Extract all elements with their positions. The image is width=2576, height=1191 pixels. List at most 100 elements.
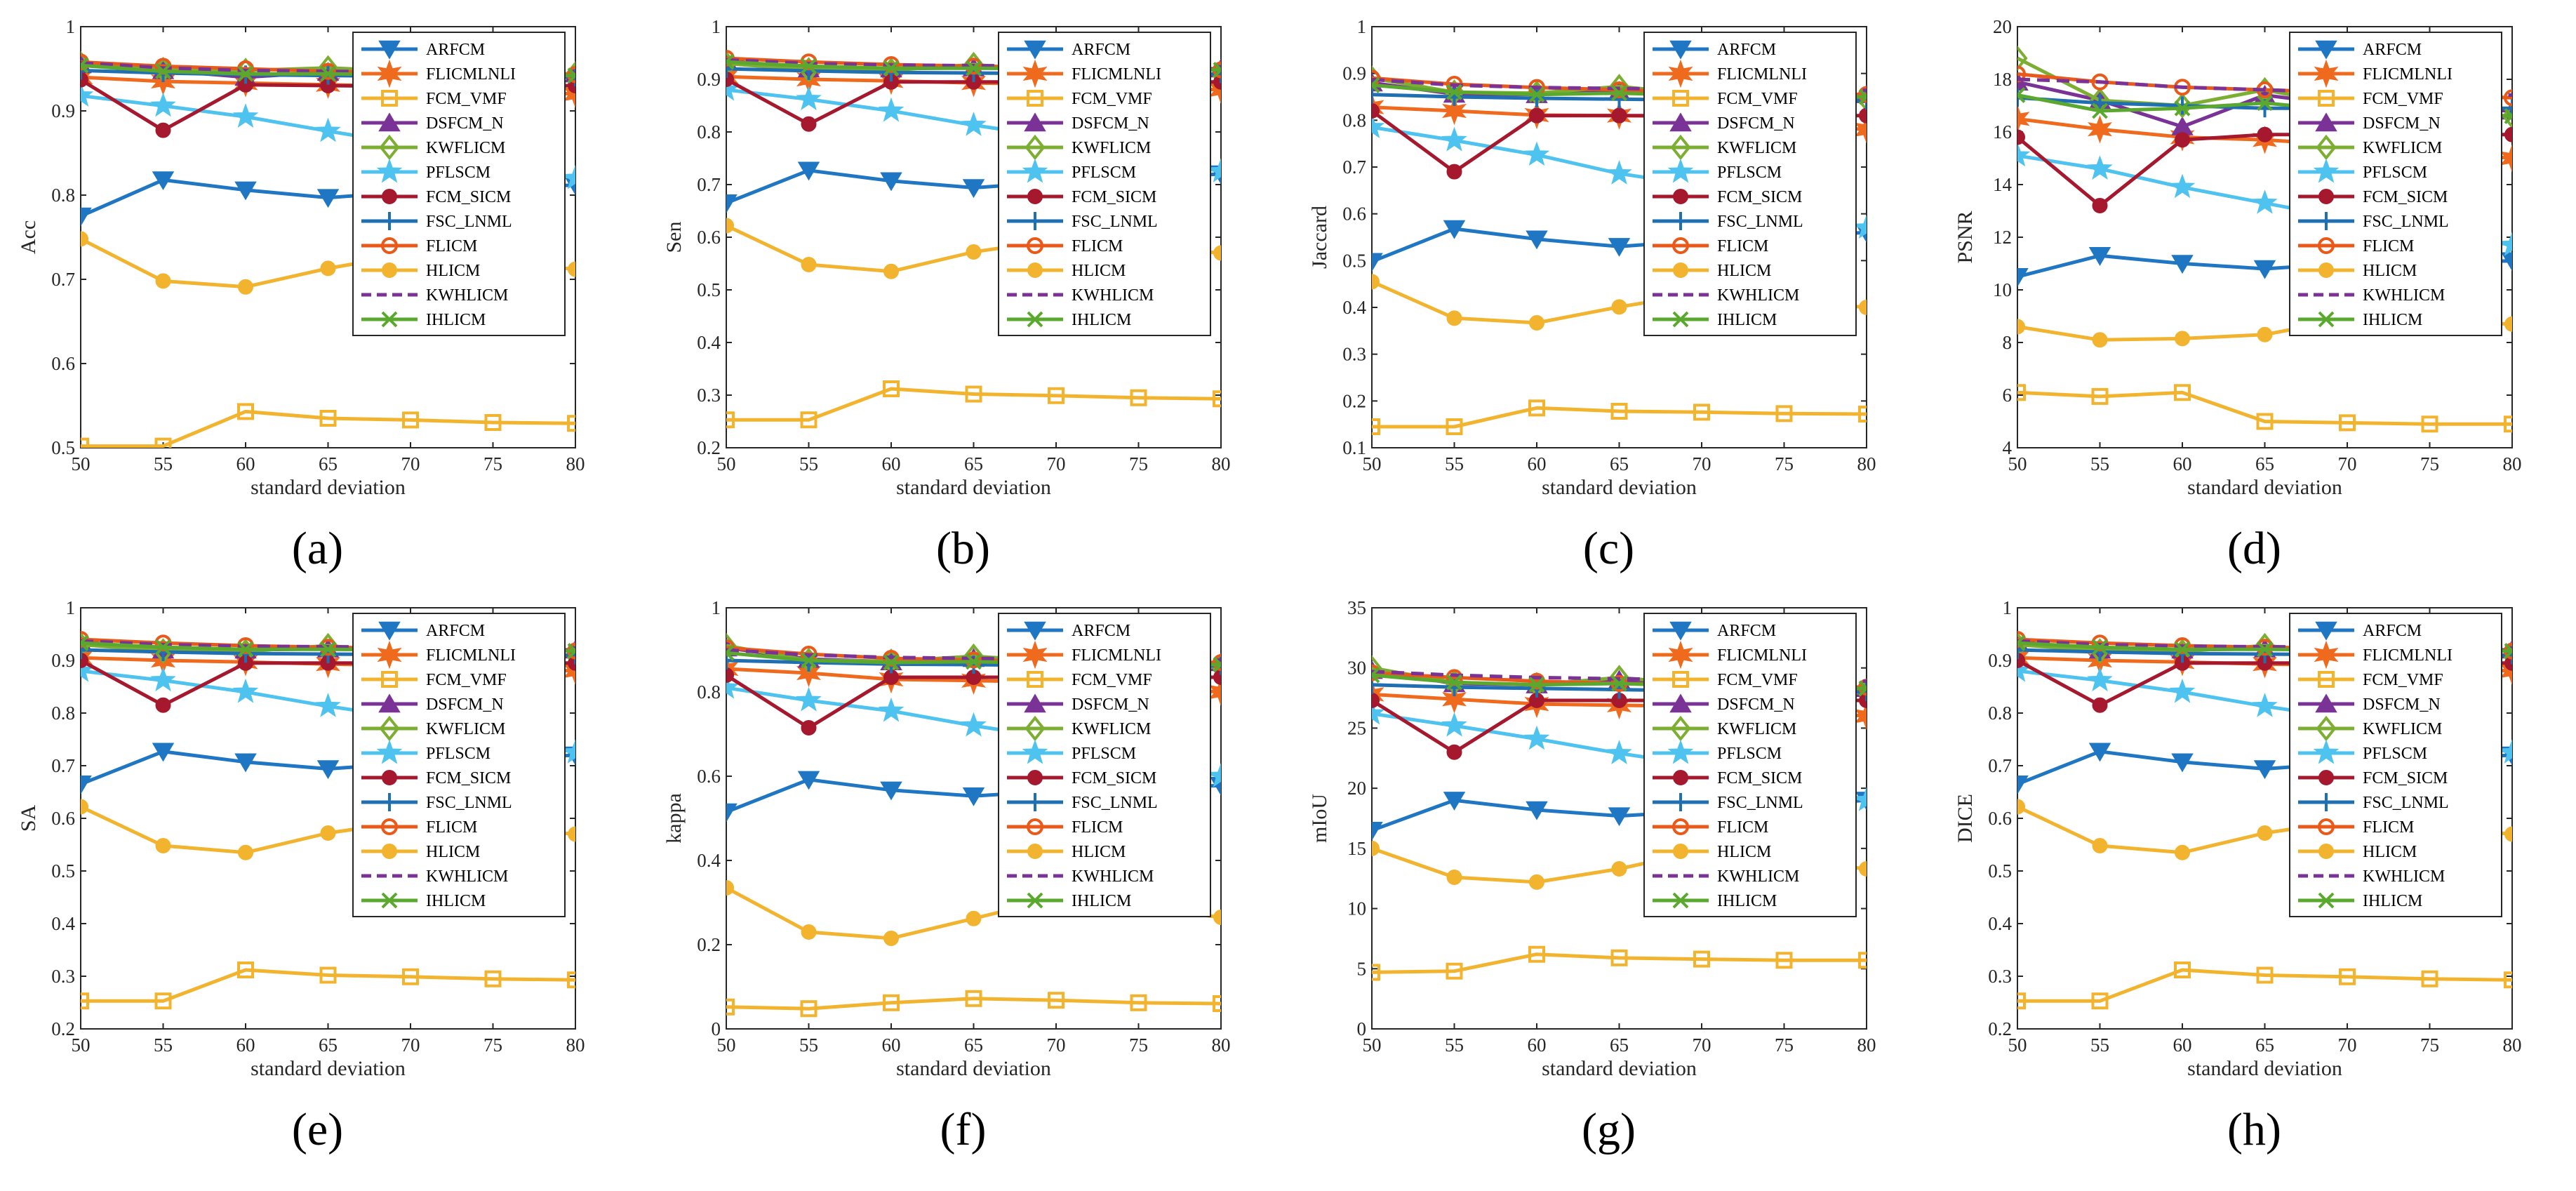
y-tick-label: 0.6 (51, 353, 75, 374)
series-fcm-vmf (81, 403, 575, 448)
data-point-arfcm (2253, 760, 2276, 780)
x-tick-label: 55 (799, 453, 818, 474)
data-point-arfcm (962, 179, 985, 199)
legend-item-arfcm: ARFCM (1653, 621, 1776, 641)
legend-label: KWFLICM (426, 720, 505, 738)
legend-item-kwhlicm: KWHLICM (361, 286, 508, 305)
legend-item-fcm-vmf: FCM_VMF (1007, 90, 1152, 108)
data-point-arfcm (962, 787, 985, 806)
legend-marker-flicmlnli (377, 640, 402, 670)
legend-label: FCM_VMF (2363, 90, 2443, 108)
data-point-pflscm (81, 657, 94, 682)
data-point-fcm-sicm (1529, 107, 1544, 124)
legend-item-dsfcm-n: DSFCM_N (361, 693, 504, 714)
data-point-kwflicm (2502, 103, 2512, 129)
data-point-fcm-vmf (1858, 952, 1867, 969)
legend-marker-pflscm (376, 158, 403, 183)
data-point-fcm-vmf (1693, 404, 1710, 421)
data-point-arfcm (1608, 807, 1631, 827)
legend-label: PFLSCM (426, 164, 490, 182)
legend-marker-ihlicm (1027, 311, 1043, 328)
data-point-ihlicm (320, 65, 336, 82)
data-point-pflscm (2017, 657, 2031, 682)
legend-label: PFLSCM (1072, 164, 1136, 182)
data-point-pflscm (562, 739, 575, 764)
legend-label: KWFLICM (1072, 720, 1151, 738)
legend-item-fsc-lnml: FSC_LNML (1653, 793, 1803, 812)
legend-item-dsfcm-n: DSFCM_N (2298, 112, 2441, 133)
legend-item-pflscm: PFLSCM (361, 158, 490, 183)
legend-label: FSC_LNML (1717, 213, 1803, 231)
data-point-hlicm (2504, 316, 2512, 332)
legend-marker-arfcm (1669, 40, 1692, 60)
data-point-fcm-sicm (1446, 164, 1462, 180)
y-tick-label: 1 (66, 597, 76, 618)
chart-panel: 0 5 10 15 20 25 30 35 50 55 60 65 70 75 80 standard dev… (1308, 597, 1876, 1155)
data-point-ihlicm (2017, 634, 2026, 651)
data-point-hlicm (883, 263, 899, 279)
x-axis-label: standard deviation (1542, 476, 1697, 499)
data-point-hlicm (2092, 332, 2108, 348)
legend-label: DSFCM_N (426, 696, 504, 714)
legend-label: FCM_VMF (426, 90, 507, 108)
legend-item-flicm: FLICM (2298, 237, 2414, 255)
legend-marker-flicmlnli (1668, 640, 1693, 670)
legend-item-fcm-sicm: FCM_SICM (1007, 188, 1156, 206)
legend-label: FLICMLNLI (1072, 65, 1161, 84)
legend-marker-flicmlnli (2314, 59, 2339, 88)
legend-item-fcm-vmf: FCM_VMF (1653, 671, 1798, 689)
legend-item-dsfcm-n: DSFCM_N (1653, 693, 1795, 714)
data-point-fcm-vmf (2421, 970, 2438, 987)
data-point-pflscm (315, 117, 341, 142)
y-tick-label: 25 (1347, 717, 1366, 738)
legend: ARFCM FLICMLNLI FCM_VMF DSFCM_N KWFLICM PFLSC… (1643, 613, 1857, 917)
legend-item-hlicm: HLICM (361, 843, 480, 861)
data-point-hlicm (2257, 825, 2273, 841)
legend-label: IHLICM (2363, 311, 2422, 329)
data-point-arfcm (2171, 753, 2194, 773)
legend-marker-fsc-lnml (1671, 212, 1690, 230)
data-point-ihlicm (2257, 95, 2273, 112)
data-point-hlicm (2175, 331, 2190, 347)
data-point-ihlicm (2174, 641, 2191, 658)
x-axis-label: standard deviation (896, 476, 1051, 499)
legend-label: IHLICM (426, 892, 486, 910)
y-tick-label: 4 (2003, 437, 2013, 458)
y-tick-label: 18 (1993, 69, 2012, 90)
data-point-pflscm (150, 667, 176, 692)
y-tick-label: 0 (1357, 1018, 1367, 1039)
data-point-flicm (726, 50, 735, 67)
y-axis-label: DICE (1954, 794, 1977, 843)
legend-label: PFLSCM (426, 745, 490, 763)
y-tick-label: 1 (712, 597, 721, 618)
data-point-fcm-vmf (484, 414, 502, 431)
data-point-pflscm (315, 693, 341, 717)
x-tick-label: 50 (2008, 453, 2027, 474)
data-point-ihlicm (2504, 643, 2512, 659)
legend-marker-flicm (2318, 237, 2335, 254)
legend-item-hlicm: HLICM (1007, 843, 1126, 861)
data-point-pflscm (1606, 740, 1632, 764)
legend-item-flicmlnli: FLICMLNLI (2298, 59, 2452, 88)
legend-marker-ihlicm (2318, 892, 2335, 909)
series-fcm-vmf (81, 962, 575, 1010)
data-point-ihlicm (1372, 667, 1380, 684)
data-point-ihlicm (237, 65, 254, 82)
data-point-fcm-sicm (726, 72, 734, 87)
data-point-fcm-vmf (1048, 387, 1065, 404)
series-line-fcm-vmf (81, 409, 575, 448)
legend-marker-flicm (1672, 237, 1689, 254)
legend-item-fsc-lnml: FSC_LNML (1007, 212, 1158, 231)
panel-label: (b) (936, 523, 990, 574)
legend-item-flicmlnli: FLICMLNLI (361, 59, 516, 88)
data-point-hlicm (320, 825, 336, 841)
data-point-fcm-vmf (81, 992, 89, 1010)
legend-item-ihlicm: IHLICM (2298, 311, 2422, 329)
data-point-fcm-vmf (2256, 966, 2274, 984)
y-tick-label: 0.9 (1988, 650, 2012, 671)
data-point-pflscm (1853, 214, 1867, 239)
data-point-fcm-vmf (402, 968, 419, 985)
x-tick-label: 55 (154, 453, 173, 474)
data-point-flicm (81, 631, 89, 648)
legend-item-flicmlnli: FLICMLNLI (2298, 640, 2452, 670)
